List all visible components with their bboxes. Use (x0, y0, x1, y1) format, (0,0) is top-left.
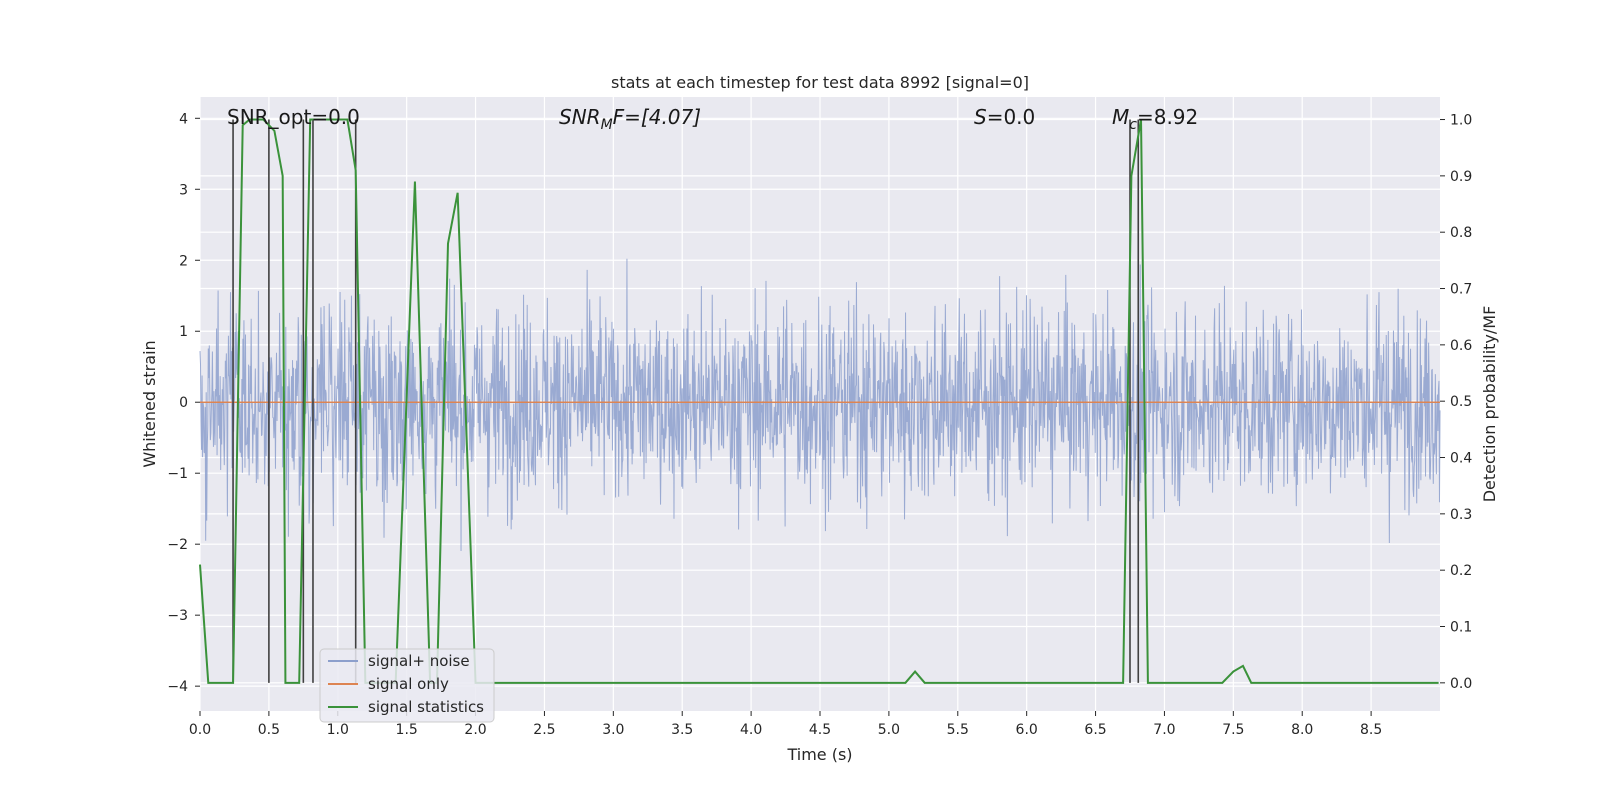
x-tick-label: 3.5 (671, 722, 693, 738)
y-right-tick-label: 0.9 (1450, 169, 1472, 185)
x-tick-label: 7.5 (1222, 722, 1244, 738)
annotation-mc-main: M (1112, 105, 1129, 129)
y-axis-right-label: Detection probability/MF (1480, 306, 1499, 503)
legend-label-signal-statistics: signal statistics (368, 698, 484, 716)
annotation-mc-sub: c (1129, 117, 1137, 133)
y-right-tick-label: 0.7 (1450, 282, 1472, 298)
x-axis-label: Time (s) (786, 745, 852, 764)
x-tick-label: 8.0 (1291, 722, 1313, 738)
annotation-snr-mf-sub: M (601, 117, 613, 133)
y-axis-label: Whitened strain (140, 340, 159, 467)
y-right-tick-label: 0.5 (1450, 394, 1472, 410)
legend-box (319, 648, 495, 723)
legend-label-signal-only: signal only (368, 675, 449, 693)
y-right-tick-label: 0.3 (1450, 507, 1472, 523)
y-left-tick-label: −3 (167, 608, 188, 624)
x-tick-label: 3.0 (602, 722, 624, 738)
annotation-snr-mf-main: SNR (559, 105, 601, 129)
annotation-mc-rest: =8.92 (1137, 105, 1198, 129)
y-right-tick-label: 0.2 (1450, 563, 1472, 579)
chart-title: stats at each timestep for test data 899… (611, 73, 1029, 92)
annotation-s-main: S (974, 105, 987, 129)
signal-noise-series (199, 258, 1441, 552)
x-tick-label: 5.5 (947, 722, 969, 738)
signal-noise-trace (199, 258, 1441, 552)
y-right-tick-label: 0.0 (1450, 676, 1472, 692)
x-tick-label: 6.5 (1084, 722, 1106, 738)
x-tick-label: 0.5 (258, 722, 280, 738)
x-tick-label: 8.5 (1360, 722, 1382, 738)
vertical-markers (232, 119, 1140, 683)
x-tick-label: 4.5 (809, 722, 831, 738)
x-tick-label: 5.0 (878, 722, 900, 738)
legend: signal+ noise signal only signal statist… (319, 648, 495, 723)
y-right-tick-label: 0.6 (1450, 338, 1472, 354)
y-left-tick-label: −2 (167, 537, 188, 553)
y-left-tick-label: 4 (179, 111, 188, 127)
annotation-snr-mf-rest: F=[4.07] (613, 105, 701, 129)
y-left-tick-label: 1 (179, 324, 188, 340)
x-axis: 0.0 0.5 1.0 1.5 2.0 2.5 3.0 3.5 4.0 4.5 5.0 5.5 6.0 6… (189, 711, 1382, 738)
annotation-mc: Mc=8.92 (1112, 105, 1198, 133)
y-right-tick-label: 1.0 (1450, 113, 1472, 129)
y-left-tick-label: 2 (179, 253, 188, 269)
right-axis: 1.0 0.9 0.8 0.7 0.6 0.5 0.4 0.3 0.2 0.1 0.0 (1440, 113, 1472, 692)
annotation-snr-opt: SNR_opt=0.0 (227, 105, 360, 129)
left-axis: 4 3 2 1 0 −1 −2 −3 −4 (167, 111, 200, 695)
x-tick-label: 1.0 (327, 722, 349, 738)
annotation-snr-mf: SNRMF=[4.07] (559, 105, 701, 133)
x-tick-label: 2.0 (464, 722, 486, 738)
x-tick-label: 7.0 (1153, 722, 1175, 738)
y-right-tick-label: 0.8 (1450, 225, 1472, 241)
y-right-tick-label: 0.1 (1450, 620, 1472, 636)
y-right-tick-label: 0.4 (1450, 451, 1472, 467)
y-left-tick-label: 3 (179, 182, 188, 198)
annotation-s-rest: =0.0 (987, 105, 1036, 129)
x-tick-label: 1.5 (396, 722, 418, 738)
annotation-s: S=0.0 (974, 105, 1035, 129)
legend-label-signal-noise: signal+ noise (368, 652, 470, 670)
x-tick-label: 0.0 (189, 722, 211, 738)
x-tick-label: 6.0 (1016, 722, 1038, 738)
y-left-tick-label: 0 (179, 395, 188, 411)
x-tick-label: 2.5 (533, 722, 555, 738)
y-left-tick-label: −4 (167, 679, 188, 695)
y-left-tick-label: −1 (167, 466, 188, 482)
x-tick-label: 4.0 (740, 722, 762, 738)
